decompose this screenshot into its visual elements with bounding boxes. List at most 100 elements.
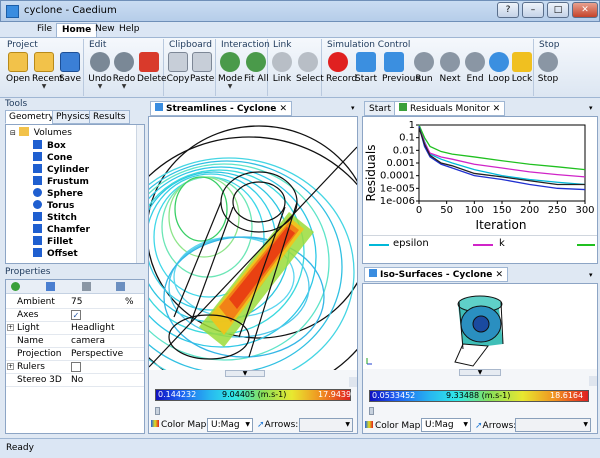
tree-item-sphere[interactable]: Sphere	[33, 188, 83, 200]
rulers-checkbox[interactable]	[71, 362, 81, 372]
expand-handle-icon[interactable]: ▼	[225, 370, 265, 377]
menu-new[interactable]: New	[95, 24, 115, 34]
pages-icon[interactable]	[116, 282, 125, 291]
events-icon[interactable]	[82, 282, 91, 291]
slider-thumb[interactable]	[349, 377, 357, 387]
isosurfaces-viewport[interactable]	[363, 284, 597, 369]
prop-axes[interactable]: Axes ✓	[6, 309, 144, 322]
tree-item-frustum[interactable]: Frustum	[33, 176, 89, 188]
tree-item-offset[interactable]: Offset	[33, 248, 78, 260]
categorized-icon[interactable]	[11, 282, 20, 291]
tab-residuals-monitor[interactable]: Residuals Monitor ✕	[394, 101, 506, 116]
loop-button[interactable]: Loop	[487, 52, 511, 84]
folder-icon	[18, 127, 29, 136]
close-icon[interactable]: ✕	[492, 104, 501, 114]
fit-all-button[interactable]: Fit All	[244, 52, 269, 84]
record-icon	[328, 52, 348, 72]
open-button[interactable]: Open	[6, 52, 30, 84]
prop-value[interactable]: camera	[71, 336, 105, 346]
previous-button[interactable]: Previous	[382, 52, 420, 84]
start-button[interactable]: Start	[354, 52, 378, 84]
group-clipboard: Clipboard Copy Paste	[166, 39, 216, 96]
close-icon[interactable]: ✕	[495, 270, 504, 280]
folder-icon	[8, 52, 28, 72]
tab-geometry[interactable]: Geometry	[5, 110, 58, 124]
range-slider-thumb[interactable]	[155, 407, 160, 415]
recent-button[interactable]: Recent ▼	[32, 52, 63, 90]
stop-button[interactable]: Stop	[536, 52, 560, 84]
prop-ambient[interactable]: Ambient 75%	[6, 296, 144, 309]
prop-projection[interactable]: Projection Perspective	[6, 348, 144, 361]
paste-button[interactable]: Paste	[190, 52, 214, 84]
tab-results[interactable]: Results	[89, 110, 130, 124]
expand-icon[interactable]: +	[7, 363, 14, 370]
select-button[interactable]: Select	[296, 52, 324, 84]
prop-value[interactable]: Perspective	[71, 349, 124, 359]
range-slider-thumb[interactable]	[369, 407, 374, 415]
help-window-button[interactable]: ?	[497, 2, 519, 18]
tree-item-fillet[interactable]: Fillet	[33, 236, 73, 248]
link-button[interactable]: Link	[270, 52, 294, 84]
record-button[interactable]: Record	[326, 52, 357, 84]
group-label: Project	[7, 40, 38, 50]
menu-help[interactable]: Help	[119, 24, 140, 34]
colormap-select[interactable]: U:Mag ▼	[207, 418, 253, 432]
torus-icon	[33, 200, 42, 209]
redo-button[interactable]: Redo ▼	[112, 52, 136, 90]
collapse-icon: ⊟	[10, 129, 16, 137]
colormap-select[interactable]: U:Mag ▼	[421, 418, 471, 432]
tree-item-chamfer[interactable]: Chamfer	[33, 224, 90, 236]
close-icon[interactable]: ✕	[279, 104, 288, 114]
tree-root[interactable]: ⊟ Volumes	[10, 127, 72, 139]
colormap-label-text: Color Map:	[161, 420, 210, 430]
prop-value[interactable]: No	[71, 375, 84, 385]
minimize-button[interactable]: –	[522, 2, 544, 18]
mode-button[interactable]: Mode ▼	[218, 52, 243, 90]
menu-file[interactable]: File	[37, 24, 53, 34]
tree-item-cone[interactable]: Cone	[33, 152, 72, 164]
y-tick-label: 0.0001	[380, 171, 415, 182]
tab-menu-icon[interactable]: ▾	[351, 104, 355, 112]
prop-value[interactable]: Headlight	[71, 323, 115, 333]
expand-icon[interactable]: +	[7, 324, 14, 331]
tab-isosurfaces[interactable]: Iso-Surfaces - Cyclone ✕	[364, 267, 509, 282]
axes-checkbox[interactable]: ✓	[71, 310, 81, 320]
lock-button[interactable]: Lock	[510, 52, 534, 84]
next-button[interactable]: Next	[438, 52, 462, 84]
prop-light[interactable]: + Light Headlight	[6, 322, 144, 335]
arrows-select[interactable]: ▼	[299, 418, 353, 432]
tree-item-box[interactable]: Box	[33, 140, 66, 152]
tab-start[interactable]: Start	[364, 101, 396, 116]
undo-button[interactable]: Undo ▼	[88, 52, 112, 90]
close-button[interactable]: ✕	[572, 2, 598, 18]
skip-start-icon	[356, 52, 376, 72]
y-axis-title: Residuals	[364, 145, 378, 202]
tree-item-cylinder[interactable]: Cylinder	[33, 164, 89, 176]
prop-value[interactable]: 75	[71, 297, 83, 307]
prop-name[interactable]: Name camera	[6, 335, 144, 348]
delete-button[interactable]: Delete	[137, 52, 167, 84]
alphabetical-icon[interactable]	[46, 282, 55, 291]
expand-handle-icon[interactable]: ▼	[459, 369, 501, 376]
menu-home[interactable]: Home	[56, 23, 98, 37]
run-button[interactable]: Run	[412, 52, 436, 84]
save-button[interactable]: Save	[58, 52, 82, 84]
prop-stereo-3d[interactable]: Stereo 3D No	[6, 374, 144, 387]
prop-key: Ambient	[17, 297, 55, 307]
tree-item-stitch[interactable]: Stitch	[33, 212, 77, 224]
tree-scrollbar[interactable]	[136, 125, 144, 263]
tab-menu-icon[interactable]: ▾	[589, 271, 593, 279]
tab-menu-icon[interactable]: ▾	[589, 104, 593, 112]
tab-streamlines[interactable]: Streamlines - Cyclone ✕	[150, 101, 293, 116]
residuals-chart[interactable]: Residuals Iteration 10.10.010.0010.00011…	[363, 117, 597, 263]
prop-rulers[interactable]: + Rulers	[6, 361, 144, 374]
colormap-value: U:Mag	[211, 420, 240, 430]
streamlines-viewport[interactable]	[149, 117, 357, 370]
maximize-button[interactable]: □	[547, 2, 569, 18]
end-button[interactable]: End	[463, 52, 487, 84]
copy-button[interactable]: Copy	[166, 52, 190, 84]
tree-item-torus[interactable]: Torus	[33, 200, 74, 212]
arrows-select[interactable]: ▼	[515, 418, 591, 432]
tab-physics[interactable]: Physics	[52, 110, 94, 124]
slider-thumb[interactable]	[589, 376, 597, 386]
